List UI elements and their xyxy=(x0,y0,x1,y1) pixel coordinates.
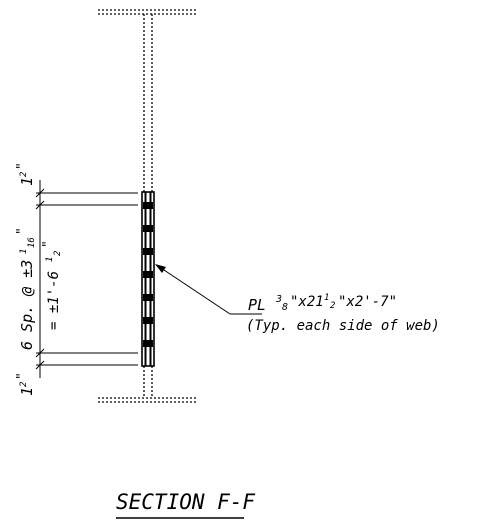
svg-text:2: 2 xyxy=(330,301,335,311)
bottom-flange xyxy=(98,397,198,403)
svg-text:"x21: "x21 xyxy=(290,294,324,310)
svg-text:": " xyxy=(15,162,30,170)
svg-text:PL: PL xyxy=(248,296,266,314)
svg-text:8: 8 xyxy=(282,302,288,313)
svg-text:1: 1 xyxy=(19,249,29,254)
dimension-line xyxy=(35,180,45,378)
bolt-pattern xyxy=(143,202,153,347)
bolt xyxy=(143,225,153,232)
svg-text:SECTION F-F: SECTION F-F xyxy=(116,490,255,514)
svg-text:": " xyxy=(15,372,30,380)
dim-spacing: 6 Sp. @ ±3 1 16 " xyxy=(15,227,37,350)
plate-callout: PL 3 8 "x21 1 2 "x2'-7" (Typ. each side … xyxy=(246,293,440,334)
svg-text:1: 1 xyxy=(18,177,36,186)
bolt xyxy=(143,248,153,255)
extension-lines xyxy=(36,192,138,366)
svg-text:3: 3 xyxy=(275,294,282,305)
svg-text:": " xyxy=(15,227,30,235)
svg-text:1: 1 xyxy=(45,257,55,262)
svg-text:2: 2 xyxy=(19,382,29,387)
svg-text:6 Sp. @ ±3: 6 Sp. @ ±3 xyxy=(18,260,36,350)
dim-total: = ±1'-6 1 2 " xyxy=(41,240,63,330)
svg-text:= ±1'-6: = ±1'-6 xyxy=(46,271,62,330)
top-flange xyxy=(98,9,198,15)
svg-text:2: 2 xyxy=(53,251,63,256)
dim-top-edge: 1 2 " xyxy=(15,162,36,186)
side-plates xyxy=(141,191,155,367)
svg-text:1: 1 xyxy=(18,387,36,396)
svg-text:2: 2 xyxy=(19,172,29,177)
bolt xyxy=(143,317,153,324)
svg-text:"x2'-7": "x2'-7" xyxy=(338,294,397,310)
dim-bottom-edge: 1 2 " xyxy=(15,372,36,396)
svg-text:1: 1 xyxy=(324,293,329,303)
bolt xyxy=(143,202,153,209)
svg-text:": " xyxy=(41,240,56,248)
svg-text:(Typ. each side of web): (Typ. each side of web) xyxy=(246,318,440,334)
bolt xyxy=(143,271,153,278)
bolt xyxy=(143,340,153,347)
section-title: SECTION F-F xyxy=(116,490,255,519)
leader-arrow xyxy=(155,264,248,315)
bolt xyxy=(143,294,153,301)
svg-text:16: 16 xyxy=(27,237,37,248)
